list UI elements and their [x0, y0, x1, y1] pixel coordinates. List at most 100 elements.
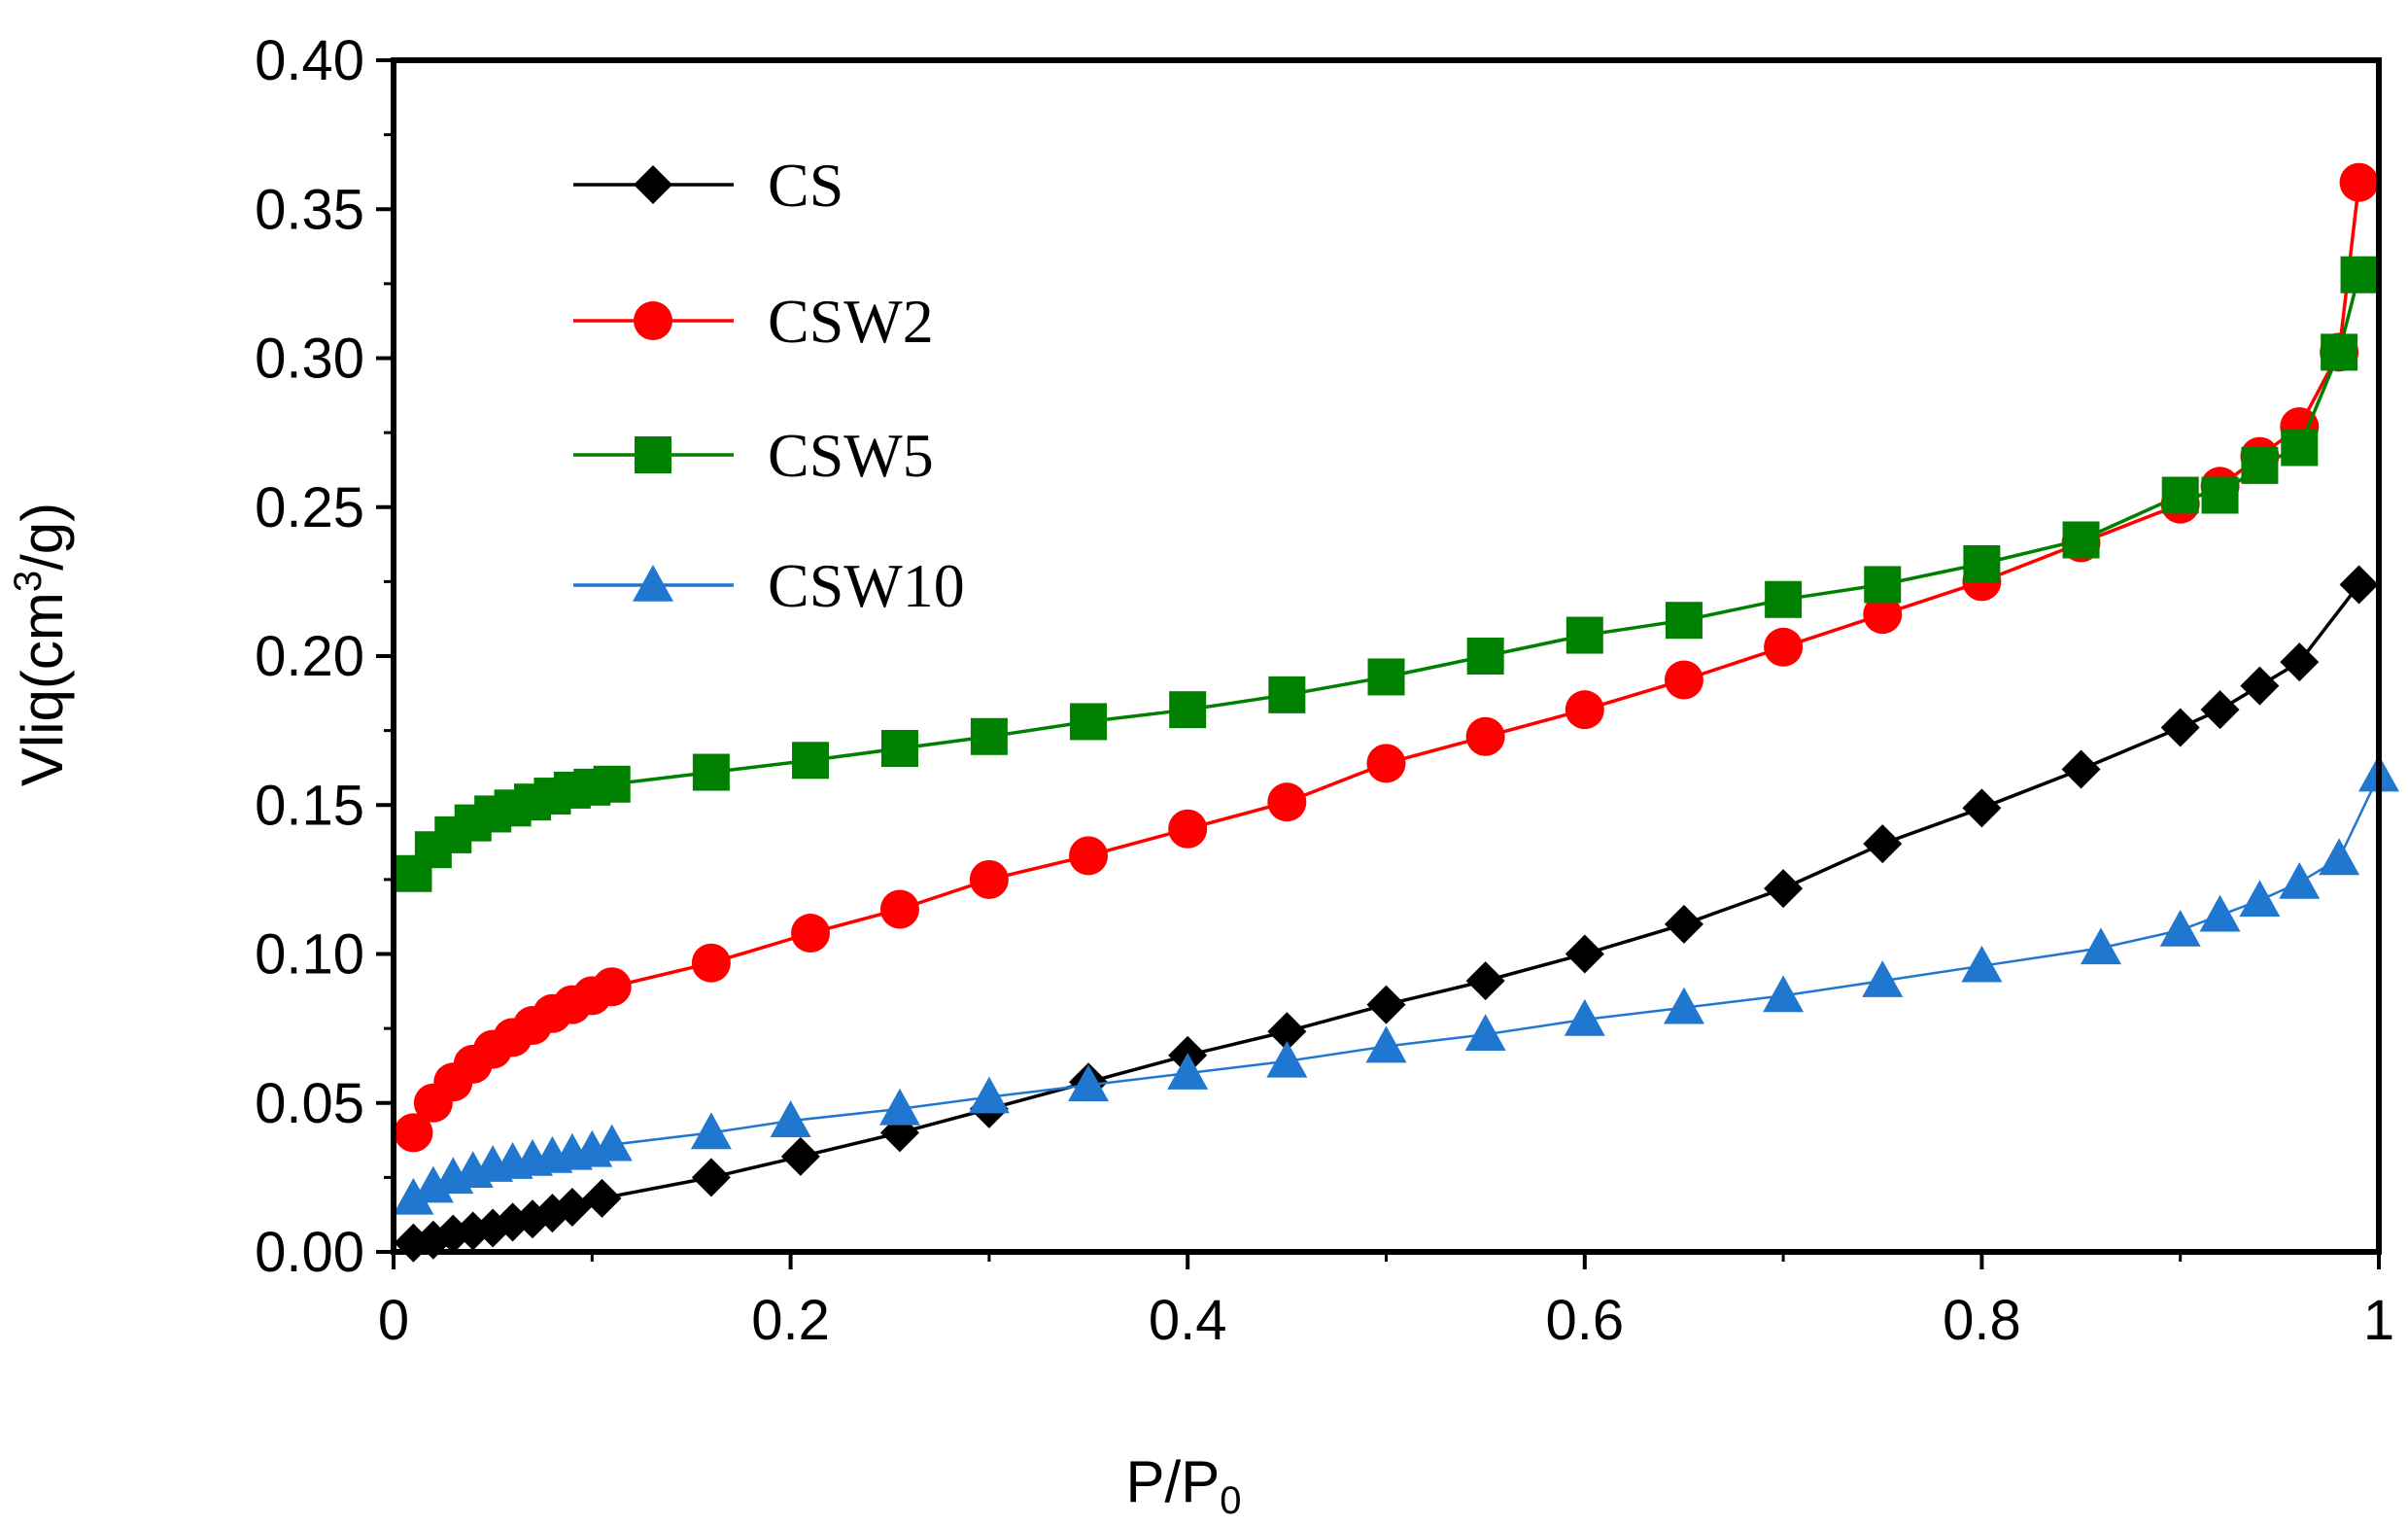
- data-point-csw2: [969, 859, 1009, 899]
- y-axis-title-superscript: 3: [7, 571, 50, 592]
- data-point-csw10: [1068, 1064, 1110, 1102]
- data-point-csw5: [1268, 676, 1306, 713]
- data-point-csw10: [2159, 909, 2201, 947]
- data-point-csw5: [2201, 476, 2239, 514]
- y-tick-label: 0.00: [255, 1221, 364, 1284]
- data-point-csw5: [970, 717, 1008, 755]
- x-tick-label: 0.8: [1943, 1289, 2021, 1352]
- x-axis-title: P/P0: [1126, 1449, 1242, 1522]
- data-point-cs: [2339, 565, 2379, 605]
- data-point-csw5: [2321, 333, 2358, 371]
- plot-frame: [391, 57, 2382, 1255]
- data-point-csw10: [393, 1177, 434, 1215]
- data-point-cs: [552, 1188, 592, 1228]
- data-point-csw5: [792, 742, 830, 780]
- data-point-csw5: [1070, 703, 1108, 741]
- legend-marker-csw10: [633, 565, 673, 602]
- data-point-csw10: [690, 1112, 732, 1150]
- data-point-csw10: [1266, 1040, 1308, 1078]
- data-point-csw5: [1963, 544, 2001, 582]
- data-point-csw10: [2279, 861, 2321, 899]
- data-point-csw10: [1961, 945, 2003, 983]
- axes-layer: 0.00 0.05 0.10 0.15 0.20 0.25 0.30 0.35 0.40 0 0.2…: [255, 29, 2394, 1352]
- data-point-cs: [1366, 985, 1406, 1024]
- data-point-csw10: [1365, 1025, 1407, 1063]
- x-tick-label: 1: [2363, 1289, 2394, 1352]
- data-point-csw2: [1465, 716, 1505, 756]
- data-point-csw2: [1069, 836, 1109, 876]
- data-point-csw10: [1564, 998, 1605, 1036]
- data-point-cs: [2160, 708, 2200, 747]
- data-point-csw2: [791, 914, 831, 954]
- data-point-cs: [2061, 749, 2101, 789]
- data-point-csw2: [592, 967, 632, 1007]
- y-tick-label: 0.20: [255, 625, 364, 688]
- legend-marker-csw2: [634, 301, 672, 340]
- legend-item-cs: CS: [573, 151, 843, 220]
- legend-label-csw10: CSW10: [768, 551, 965, 620]
- data-point-csw10: [1167, 1053, 1209, 1090]
- legend: CS CSW2 CSW5 CSW10: [573, 151, 965, 620]
- x-tick-label: 0.6: [1545, 1289, 1624, 1352]
- y-tick-label: 0.10: [255, 923, 364, 987]
- x-axis-title-main: P/P: [1126, 1449, 1221, 1514]
- data-point-csw5: [1864, 566, 1902, 604]
- legend-marker-csw5: [635, 436, 671, 473]
- data-point-cs: [1764, 869, 1804, 909]
- data-point-csw2: [1168, 809, 1208, 849]
- data-point-csw5: [2340, 256, 2378, 294]
- legend-label-cs: CS: [768, 151, 843, 220]
- data-point-cs: [691, 1158, 731, 1197]
- y-tick-label: 0.15: [255, 774, 364, 837]
- y-tick-label: 0.05: [255, 1072, 364, 1135]
- series-layer: [393, 162, 2399, 1263]
- data-point-csw5: [1665, 602, 1703, 640]
- data-point-csw5: [1466, 638, 1504, 675]
- data-point-csw2: [1267, 782, 1307, 822]
- legend-item-csw10: CSW10: [573, 551, 965, 620]
- data-point-csw10: [2199, 894, 2241, 932]
- data-point-csw5: [1565, 616, 1603, 654]
- legend-item-csw2: CSW2: [573, 287, 934, 356]
- data-point-csw10: [2319, 838, 2360, 876]
- data-point-csw10: [1663, 987, 1704, 1024]
- x-tick-label: 0.4: [1149, 1289, 1227, 1352]
- x-tick-label: 0: [378, 1289, 409, 1352]
- data-point-cs: [1267, 1012, 1307, 1052]
- data-point-csw2: [2339, 162, 2379, 202]
- y-tick-label: 0.25: [255, 476, 364, 539]
- data-point-csw5: [1367, 658, 1405, 696]
- data-point-csw5: [2281, 429, 2319, 467]
- data-point-csw2: [1366, 744, 1406, 783]
- data-point-csw5: [2062, 521, 2100, 559]
- data-point-csw2: [879, 889, 919, 929]
- legend-marker-cs: [634, 165, 672, 204]
- data-point-csw5: [2241, 446, 2279, 484]
- data-point-csw2: [691, 943, 731, 983]
- data-point-csw10: [878, 1088, 920, 1126]
- data-point-csw10: [770, 1100, 811, 1137]
- data-point-csw5: [692, 753, 730, 791]
- data-point-cs: [473, 1208, 513, 1248]
- data-point-csw10: [1464, 1014, 1506, 1052]
- y-tick-label: 0.30: [255, 328, 364, 391]
- data-point-csw10: [1763, 975, 1805, 1013]
- data-point-cs: [1863, 824, 1903, 864]
- data-point-csw2: [1764, 627, 1804, 667]
- data-point-cs: [582, 1178, 622, 1218]
- y-tick-label: 0.35: [255, 178, 364, 241]
- data-point-cs: [1664, 904, 1703, 944]
- data-point-csw5: [1169, 691, 1207, 729]
- data-point-cs: [2240, 666, 2280, 706]
- legend-label-csw5: CSW5: [768, 421, 934, 490]
- data-point-csw10: [2239, 880, 2281, 918]
- y-axis-title-suffix: /g): [10, 503, 75, 571]
- legend-item-csw5: CSW5: [573, 421, 934, 490]
- data-point-csw5: [880, 730, 918, 768]
- data-point-csw5: [1765, 580, 1803, 618]
- data-point-csw2: [1565, 690, 1604, 730]
- data-point-csw2: [1664, 660, 1703, 700]
- data-point-csw2: [394, 1113, 433, 1153]
